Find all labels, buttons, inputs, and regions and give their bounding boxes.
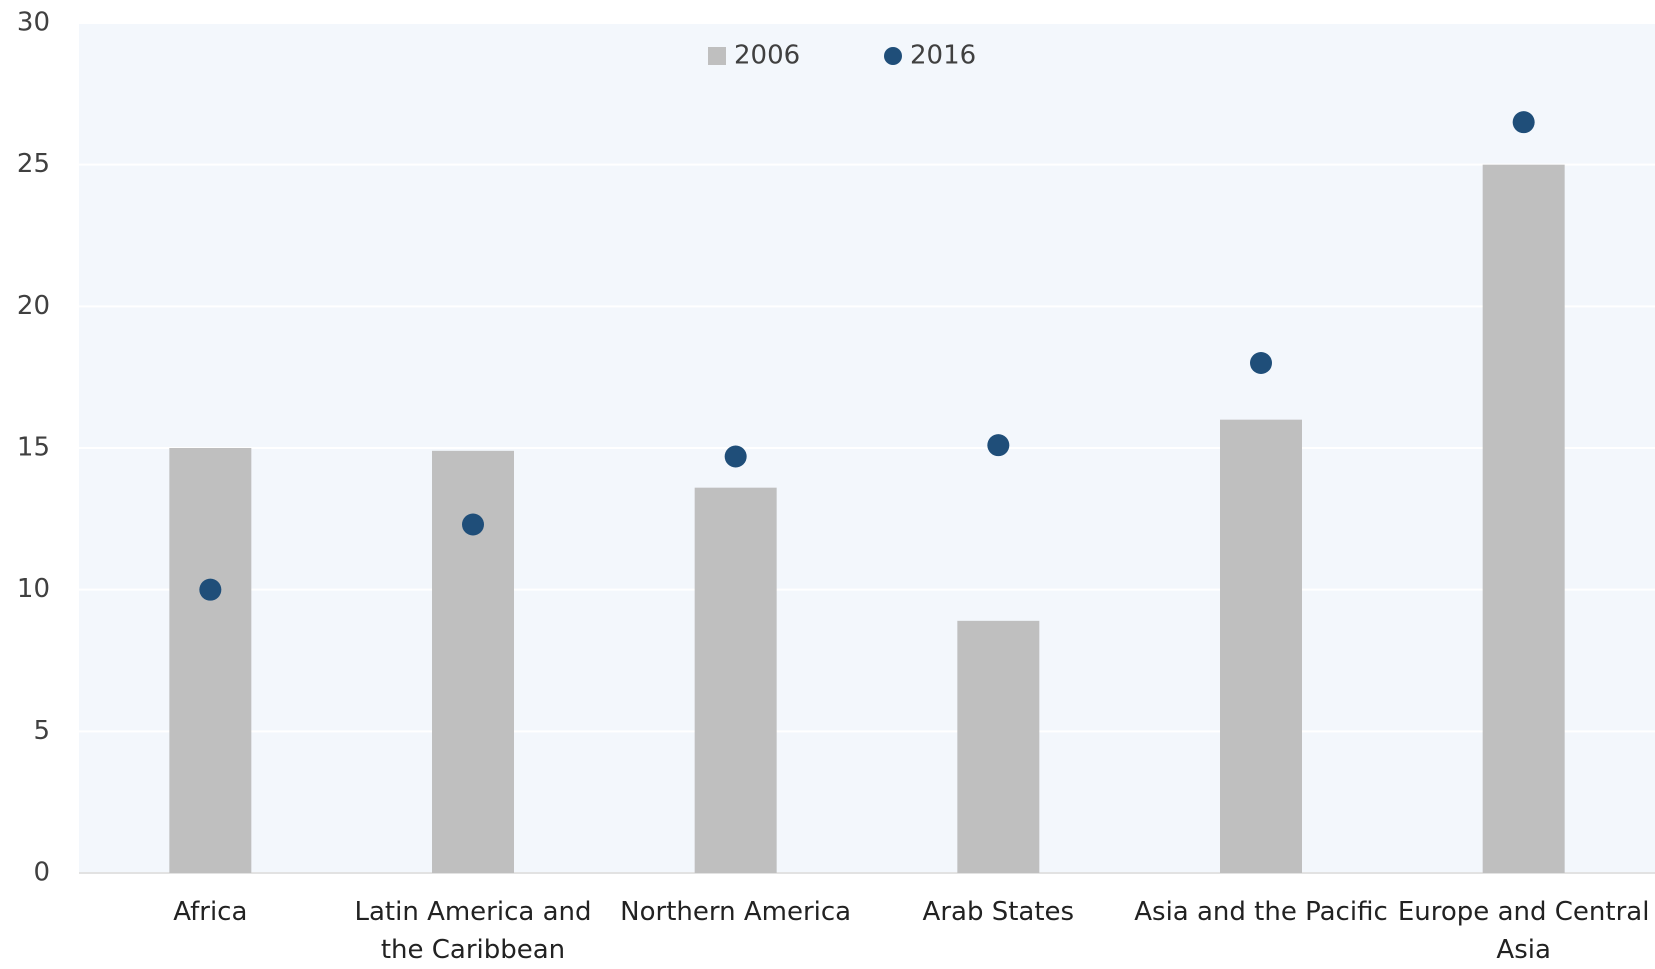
legend-label: 2016: [910, 41, 976, 71]
dot: [1250, 352, 1272, 374]
y-tick-label: 30: [17, 8, 50, 38]
legend-swatch: [884, 47, 902, 65]
dot: [1512, 111, 1535, 134]
bar: [169, 448, 252, 873]
x-tick-label: Asia and the Pacific: [1134, 897, 1388, 927]
y-tick-label: 5: [33, 716, 50, 746]
bar: [957, 620, 1040, 873]
dot: [987, 434, 1010, 457]
dot: [724, 445, 747, 468]
x-tick-label: Arab States: [922, 897, 1075, 927]
y-tick-label: 10: [17, 574, 50, 604]
y-tick-label: 20: [17, 291, 50, 321]
y-tick-label: 0: [33, 858, 50, 888]
dot: [462, 513, 484, 536]
bar: [1482, 164, 1565, 873]
bar: [694, 487, 777, 873]
y-tick-label: 15: [17, 433, 50, 463]
x-tick-label: Africa: [173, 897, 248, 927]
dot: [199, 578, 222, 601]
x-tick-label: Europe and Central Asia: [1397, 897, 1650, 965]
x-tick-label: Latin America and the Caribbean: [354, 897, 592, 965]
legend-label: 2006: [734, 41, 800, 71]
y-tick-label: 25: [17, 149, 50, 179]
x-tick-label: Northern America: [620, 897, 852, 927]
bar: [1220, 419, 1302, 873]
legend-swatch: [708, 47, 726, 65]
